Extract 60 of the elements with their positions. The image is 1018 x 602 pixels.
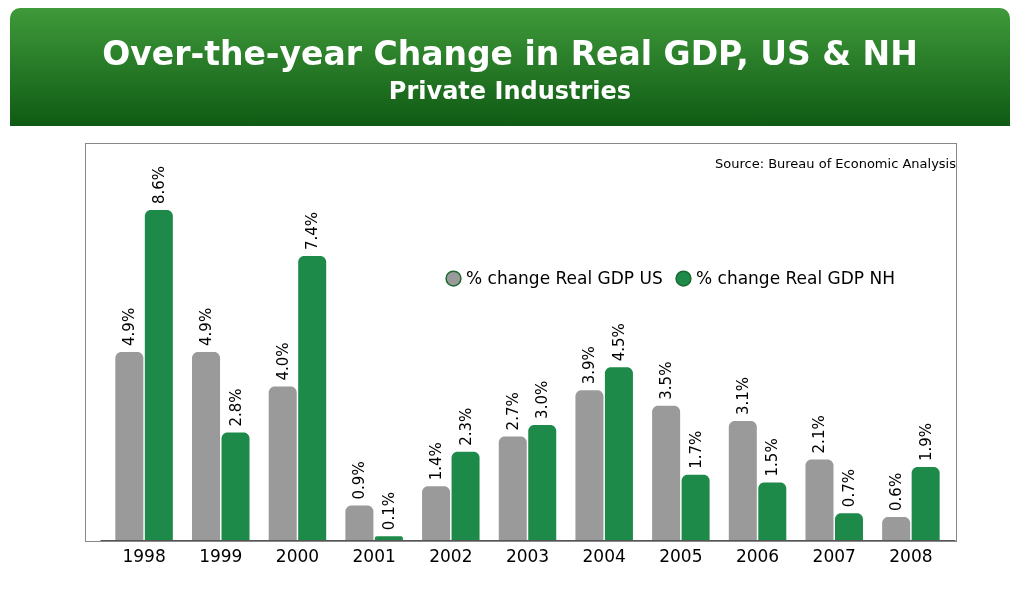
bar bbox=[451, 451, 480, 540]
bar bbox=[192, 351, 221, 540]
bar bbox=[911, 467, 940, 540]
bar bbox=[882, 516, 911, 540]
data-label: 8.6% bbox=[149, 165, 168, 204]
data-label: 0.7% bbox=[839, 469, 858, 508]
data-label: 2.7% bbox=[503, 392, 522, 431]
data-label: 3.1% bbox=[733, 376, 752, 416]
bar bbox=[758, 482, 787, 540]
x-tick-label: 1998 bbox=[122, 545, 166, 566]
bar bbox=[498, 436, 527, 540]
data-label: 0.1% bbox=[379, 492, 398, 531]
bar bbox=[298, 256, 327, 540]
bar bbox=[422, 486, 451, 540]
data-label: 7.4% bbox=[303, 211, 322, 251]
data-label: 0.6% bbox=[887, 472, 906, 511]
data-label: 2.1% bbox=[810, 415, 829, 454]
x-tick-label: 1999 bbox=[199, 545, 243, 566]
bar bbox=[528, 424, 557, 540]
bar bbox=[374, 536, 403, 540]
x-tick-label: 2001 bbox=[352, 545, 396, 566]
bar bbox=[604, 367, 633, 540]
bar bbox=[575, 390, 604, 540]
data-label: 4.5% bbox=[609, 323, 628, 362]
bar bbox=[221, 432, 250, 540]
data-label: 1.7% bbox=[686, 430, 705, 469]
data-label: 2.3% bbox=[456, 407, 475, 446]
x-tick-label: 2000 bbox=[275, 545, 320, 566]
bar bbox=[144, 210, 173, 540]
chart-title: Over-the-year Change in Real GDP, US & NH bbox=[101, 34, 919, 73]
data-label: 4.9% bbox=[197, 307, 216, 346]
data-label: 4.0% bbox=[273, 342, 292, 381]
data-label: 3.5% bbox=[657, 361, 676, 400]
legend-label: % change Real GDP NH bbox=[696, 267, 895, 288]
bar bbox=[681, 474, 710, 540]
data-label: 3.9% bbox=[580, 346, 599, 385]
legend-label: % change Real GDP US bbox=[466, 267, 663, 288]
x-tick-label: 2005 bbox=[659, 545, 703, 566]
bar bbox=[728, 421, 757, 540]
data-label: 2.8% bbox=[226, 388, 245, 427]
bar bbox=[652, 405, 681, 540]
bar bbox=[115, 351, 144, 540]
bar bbox=[834, 513, 863, 540]
source-note: Source: Bureau of Economic Analysis bbox=[714, 156, 956, 171]
x-tick-label: 2003 bbox=[505, 545, 550, 566]
bar bbox=[345, 505, 374, 540]
x-tick-label: 2004 bbox=[582, 545, 626, 566]
data-label: 0.9% bbox=[350, 461, 369, 500]
x-tick-label: 2007 bbox=[812, 545, 856, 566]
bar bbox=[268, 386, 297, 540]
x-tick-label: 2002 bbox=[429, 545, 473, 566]
x-tick-label: 2008 bbox=[889, 545, 933, 566]
data-label: 1.4% bbox=[427, 442, 446, 481]
data-label: 1.5% bbox=[763, 438, 782, 477]
data-label: 1.9% bbox=[916, 422, 935, 462]
data-label: 4.9% bbox=[120, 307, 139, 346]
x-tick-label: 2006 bbox=[735, 545, 780, 566]
bar bbox=[805, 459, 834, 540]
chart-subtitle: Private Industries bbox=[387, 77, 633, 105]
data-label: 3.0% bbox=[533, 380, 552, 419]
